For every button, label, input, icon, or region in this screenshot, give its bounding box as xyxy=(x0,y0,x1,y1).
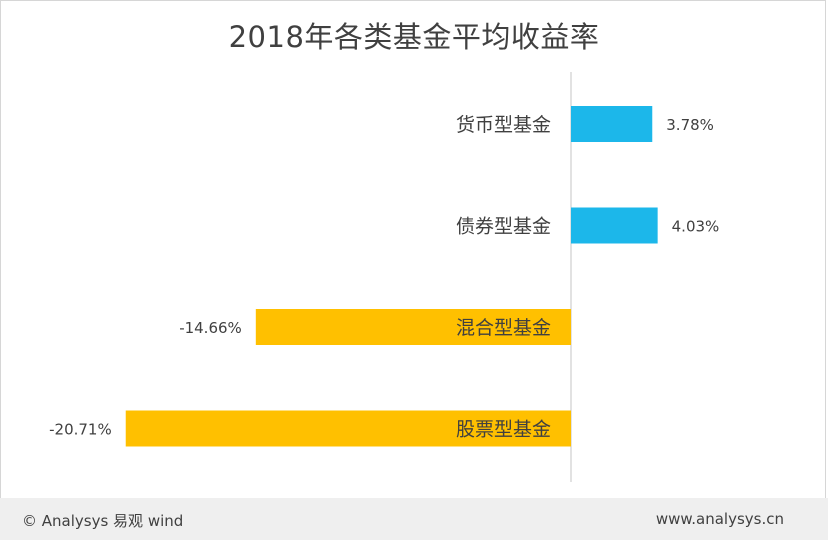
value-label-1: 3.78% xyxy=(666,116,714,134)
footer-bar: © Analysys 易观 wind www.analysys.cn xyxy=(0,498,828,540)
bar-chart: 货币型基金 3.78% 债券型基金 4.03% 混合型基金 -14.66% 股票型基金 -20… xyxy=(49,72,719,482)
category-label-1: 货币型基金 xyxy=(456,114,551,136)
bar-1 xyxy=(571,106,653,142)
category-label-3: 混合型基金 xyxy=(456,317,551,339)
bar-3 xyxy=(255,309,571,345)
bar-4 xyxy=(125,410,572,447)
bar-2 xyxy=(571,207,658,244)
category-label-2: 债券型基金 xyxy=(456,216,551,238)
footer-site: www.analysys.cn xyxy=(655,510,784,528)
value-label-2: 4.03% xyxy=(672,218,720,236)
bars-layer: 货币型基金 3.78% 债券型基金 4.03% 混合型基金 -14.66% 股票型基金 -20… xyxy=(49,106,719,447)
value-label-4: -20.71% xyxy=(49,421,112,439)
category-label-4: 股票型基金 xyxy=(456,419,551,441)
chart-title: 2018年各类基金平均收益率 xyxy=(228,20,600,54)
footer-source: © Analysys 易观 wind xyxy=(22,512,184,530)
value-label-3: -14.66% xyxy=(179,319,242,337)
